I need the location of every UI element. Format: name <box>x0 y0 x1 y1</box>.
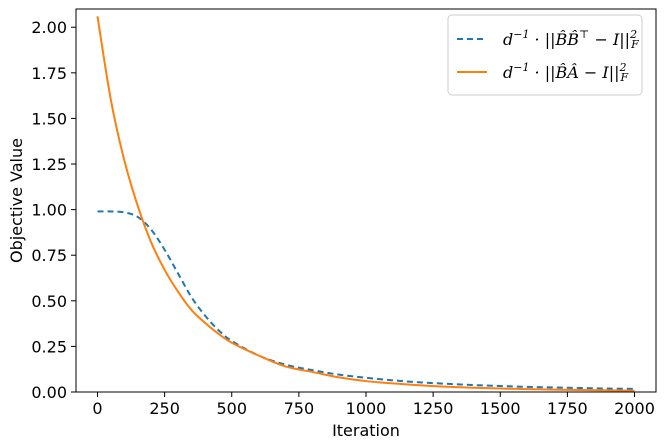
y-tick-label: 0.50 <box>31 292 67 311</box>
x-tick-label: 1000 <box>346 399 387 418</box>
series-line-2 <box>96 16 635 392</box>
y-tick-label: 1.75 <box>31 64 67 83</box>
x-tick-label: 0 <box>92 399 102 418</box>
y-tick-label: 0.25 <box>31 337 67 356</box>
y-tick-label: 0.00 <box>31 383 67 402</box>
y-tick-label: 2.00 <box>31 18 67 37</box>
x-tick-label: 750 <box>284 399 315 418</box>
legend-label-series-2: d−1 · ||B̂Â − I||2 F <box>503 61 629 84</box>
x-tick-label: 1500 <box>480 399 521 418</box>
x-tick-label: 1250 <box>413 399 454 418</box>
x-tick-label: 2000 <box>614 399 655 418</box>
x-axis-label: Iteration <box>332 421 400 440</box>
x-tick-label: 250 <box>149 399 180 418</box>
y-tick-label: 1.00 <box>31 201 67 220</box>
y-tick-label: 0.75 <box>31 246 67 265</box>
y-axis-label: Objective Value <box>7 138 26 263</box>
axes: 0 250 500 750 1000 1250 1500 1750 2000 0.00 0.25 0.… <box>31 8 657 418</box>
y-tick-label: 1.50 <box>31 109 67 128</box>
legend-label-series-1: d−1 · ||B̂B̂⊤ − I||2 F <box>503 28 639 51</box>
x-tick-label: 1750 <box>547 399 588 418</box>
legend: d−1 · ||B̂B̂⊤ − I||2 F d−1 · ||B̂Â − I||2… <box>447 14 643 96</box>
x-tick-label: 500 <box>216 399 247 418</box>
y-tick-label: 1.25 <box>31 155 67 174</box>
series-line-1 <box>97 210 635 390</box>
plot-area <box>96 16 635 392</box>
